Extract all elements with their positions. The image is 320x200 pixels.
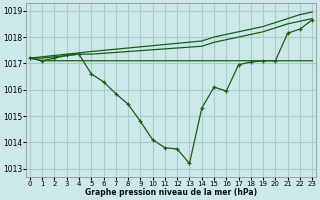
- X-axis label: Graphe pression niveau de la mer (hPa): Graphe pression niveau de la mer (hPa): [85, 188, 257, 197]
